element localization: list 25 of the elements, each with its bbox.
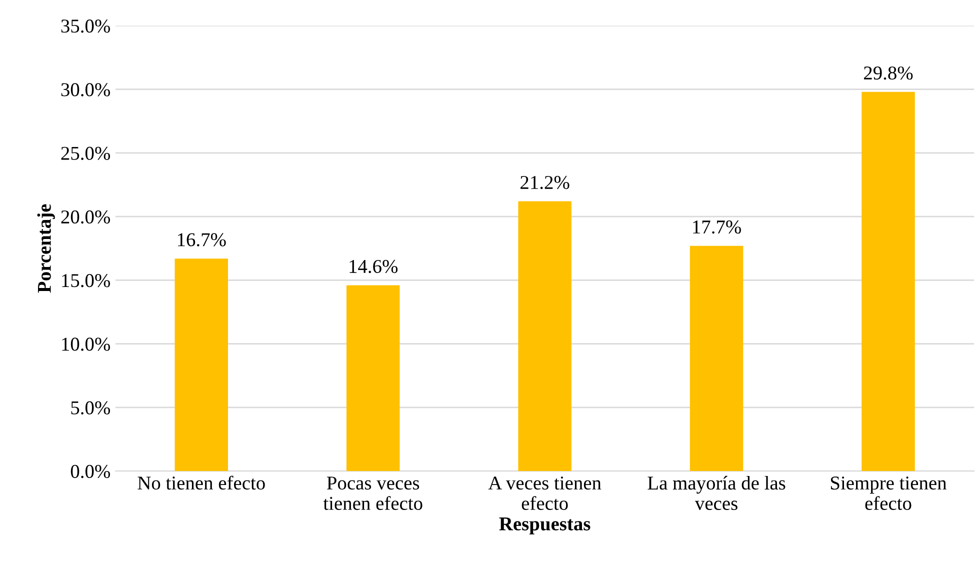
bar	[346, 285, 400, 472]
data-label: 17.7%	[693, 220, 741, 234]
x-axis-title: Respuestas	[499, 518, 590, 534]
y-tick-label: 25.0%	[61, 146, 110, 160]
y-tick-label: 0.0%	[70, 464, 110, 478]
data-label: 16.7%	[178, 233, 226, 246]
data-label: 21.2%	[520, 176, 570, 190]
y-tick-label: 20.0%	[61, 210, 110, 224]
bar	[518, 201, 572, 472]
bar	[862, 92, 915, 472]
x-tick-label: Pocas veces tienen efecto	[323, 476, 422, 510]
y-tick-label: 15.0%	[62, 274, 110, 288]
y-tick-label: 30.0%	[61, 83, 110, 96]
x-tick-label: La mayoría de las veces	[648, 476, 786, 510]
y-tick-label: 10.0%	[62, 338, 110, 351]
data-label: 29.8%	[864, 66, 913, 80]
bar	[690, 246, 744, 472]
x-tick-label: No tienen efecto	[138, 476, 265, 490]
y-tick-label: 5.0%	[71, 401, 110, 414]
y-tick-label: 35.0%	[61, 20, 110, 33]
data-label: 14.6%	[350, 260, 398, 274]
y-axis-title: Porcentaje	[37, 204, 55, 293]
x-tick-label: A veces tienen efecto	[488, 476, 602, 510]
bar	[174, 258, 228, 472]
x-tick-label: Siempre tienen efecto	[830, 476, 947, 510]
